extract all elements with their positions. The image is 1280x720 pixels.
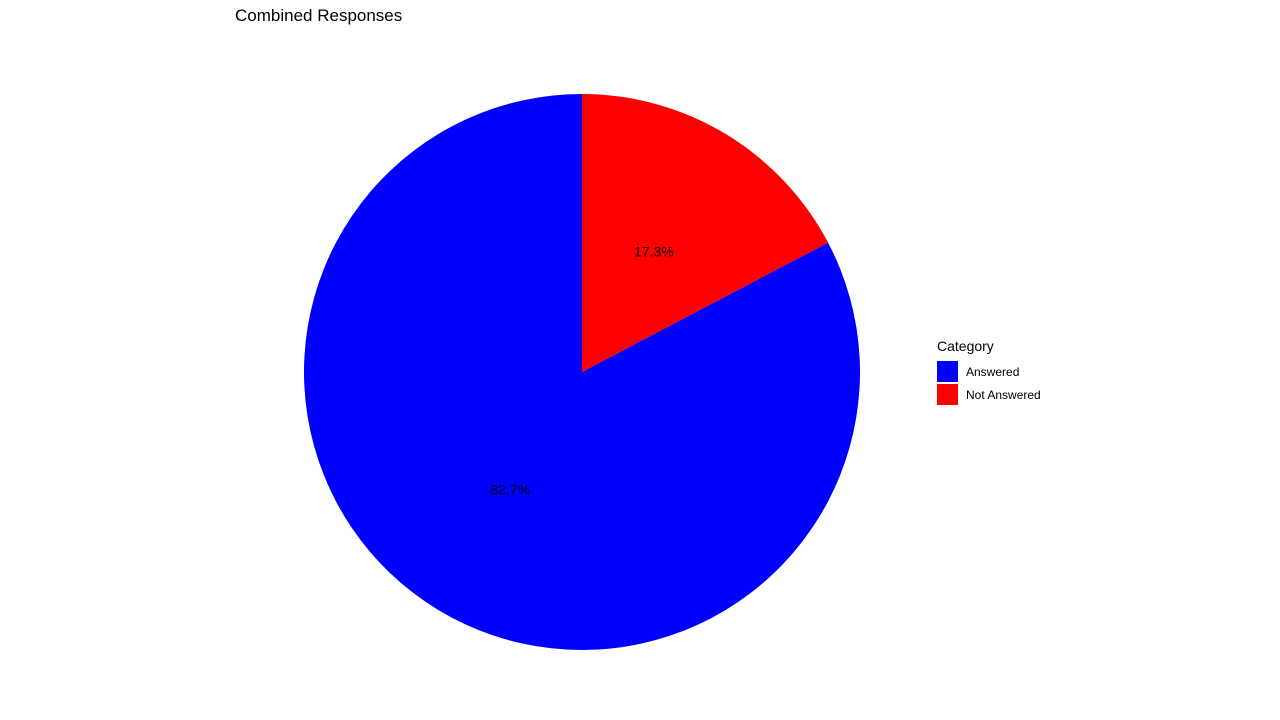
legend: Category Answered Not Answered: [937, 338, 1041, 406]
slice-label-not-answered: 17.3%: [634, 244, 674, 260]
chart-title: Combined Responses: [235, 6, 403, 25]
legend-swatch-not-answered: [937, 384, 958, 405]
legend-item-not-answered: Not Answered: [937, 383, 1041, 406]
legend-label-not-answered: Not Answered: [966, 387, 1041, 402]
pie-slice-answered: [304, 94, 860, 650]
legend-swatch-answered: [937, 361, 958, 382]
pie-slice-not-answered: [582, 94, 829, 372]
legend-title: Category: [937, 338, 994, 354]
legend-label-answered: Answered: [966, 364, 1020, 379]
slice-label-answered: 82.7%: [490, 482, 530, 498]
legend-item-answered: Answered: [937, 360, 1041, 383]
